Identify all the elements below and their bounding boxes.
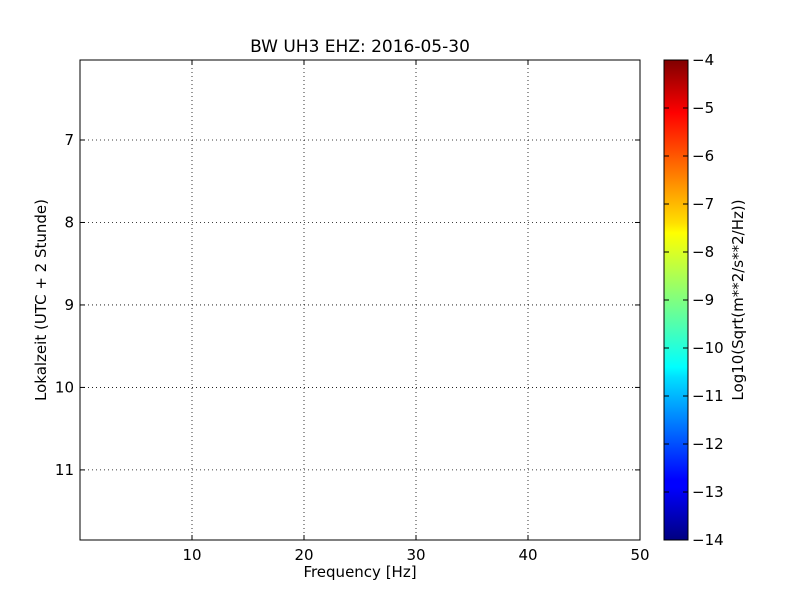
chart-title: BW UH3 EHZ: 2016-05-30 (250, 37, 470, 57)
